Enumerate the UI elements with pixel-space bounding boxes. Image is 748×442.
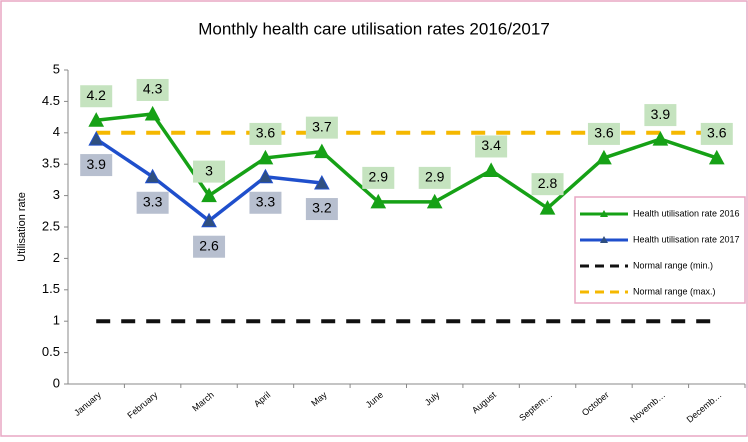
data-label: 3.6 [594,125,614,141]
legend-label: Health utilisation rate 2016 [633,208,740,218]
marker [257,168,274,184]
marker [88,112,105,127]
data-label-box [249,122,282,145]
chart-title: Monthly health care utilisation rates 20… [198,19,550,38]
data-label-box [80,85,113,108]
marker [314,174,330,190]
marker [708,149,725,165]
data-label-box [475,135,508,158]
y-tick-label: 0 [53,375,60,390]
marker [652,131,669,146]
data-label-box [80,154,113,177]
data-label-box [136,191,169,214]
data-label-box [362,166,395,189]
data-label: 3.2 [312,200,332,216]
legend: Health utilisation rate 2016 Health utili… [574,196,746,304]
marker [144,105,161,121]
data-label-box [700,122,733,145]
data-label: 3.7 [312,118,332,134]
legend-marker [600,236,608,243]
data-label-box [193,160,226,183]
legend-marker [600,210,608,217]
marker [257,149,274,165]
data-label-box [305,116,338,139]
data-label-box [644,104,677,127]
marker [370,193,387,209]
data-label: 4.2 [86,87,106,103]
data-label: 3.4 [481,137,501,153]
marker [539,200,556,215]
data-label: 3.3 [256,193,276,209]
data-label: 2.9 [425,169,445,185]
data-label-box [587,122,620,145]
marker [314,143,330,159]
data-label: 2.8 [538,175,558,191]
data-label-box [249,191,282,214]
data-label-box [193,235,226,258]
legend-label: Normal range (max.) [633,286,716,296]
data-label: 2.9 [369,169,389,185]
data-label: 3.6 [256,125,276,141]
marker [596,149,612,165]
data-label: 3.3 [143,193,163,209]
marker [144,168,161,184]
y-tick-label: 2.5 [42,218,60,233]
data-label: 3.9 [86,156,106,172]
y-tick-label: 0.5 [42,344,60,359]
data-label: 3 [205,162,213,178]
y-tick-label: 3 [53,187,60,202]
data-label-box [136,78,169,101]
marker [483,162,499,177]
marker [88,131,105,146]
marker [201,187,217,203]
y-axis-label: Utilisation rate [16,192,28,262]
y-tick-label: 5 [53,61,60,76]
legend-label: Health utilisation rate 2017 [633,234,740,244]
y-tick-label: 4 [53,124,60,139]
y-tick-label: 4.5 [42,93,60,108]
marker [201,212,217,228]
y-tick-label: 1 [53,313,60,328]
data-label-box [531,173,564,196]
marker [426,193,443,209]
data-label: 4.3 [143,81,163,97]
y-tick-label: 3.5 [42,156,60,171]
y-tick-label: 1.5 [42,281,60,296]
data-label: 2.6 [199,237,219,253]
data-label-box [305,198,338,221]
data-label-box [418,166,451,189]
data-label: 3.9 [651,106,671,122]
y-tick-label: 2 [53,250,60,265]
data-label: 3.6 [707,125,727,141]
legend-label: Normal range (min.) [633,260,713,270]
